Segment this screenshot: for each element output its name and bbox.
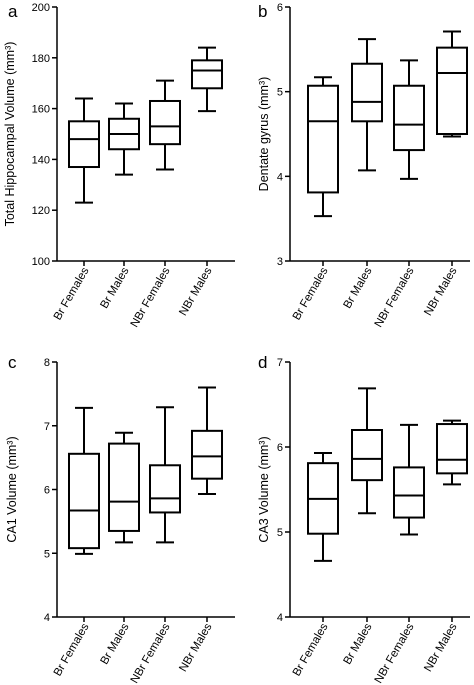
x-category-label: Br Males [342,265,375,311]
box-nbr-males [191,386,223,495]
box-nbr-females [149,79,181,171]
box-iqr [108,442,140,532]
box-nbr-females [393,59,425,180]
y-tick-label: 5 [44,548,50,560]
y-tick-label: 160 [32,104,50,116]
y-axis-title: Dentate gyrus (mm³) [257,77,271,192]
x-category-label: NBr Males [422,265,459,318]
x-category-label: NBr Females [129,265,173,329]
panel-c: c 4 5 6 7 8 CA1 Volume (mm³) Br Females Br Males… [5,353,235,685]
box-nbr-males [436,30,468,138]
x-category-label: Br Males [342,621,375,667]
box-iqr [351,62,383,123]
panel-label: a [8,2,18,21]
x-category-label: Br Females [52,621,92,678]
box-iqr [68,452,100,550]
y-tick-label: 5 [277,87,283,99]
x-category-label: NBr Females [373,621,417,685]
panel-a: a 100 120 140 160 180 200 Total Hippocampal Vol… [3,2,235,330]
y-tick-label: 6 [44,485,50,497]
panel-label: b [258,2,267,21]
box-iqr [307,84,339,194]
box-br-females [307,451,339,562]
x-category-label: Br Males [99,265,132,311]
box-nbr-females [149,406,181,544]
box-iqr [149,99,181,146]
box-iqr [191,59,223,90]
y-tick-label: 6 [277,442,283,454]
x-category-label: NBr Females [129,621,173,685]
box-iqr [436,46,468,135]
box-iqr [68,120,100,169]
box-br-females [307,76,339,218]
x-category-label: Br Females [291,621,331,678]
y-tick-label: 100 [32,256,50,268]
box-iqr [149,464,181,514]
box-br-males [351,387,383,515]
box-br-females [68,406,100,555]
x-category-label: NBr Females [373,265,417,329]
y-tick-label: 7 [44,421,50,433]
y-tick-label: 4 [277,171,283,183]
y-tick-label: 3 [277,256,283,268]
x-category-label: NBr Males [422,621,459,674]
y-tick-label: 6 [277,2,283,14]
y-tick-label: 200 [32,2,50,14]
y-tick-label: 4 [277,612,283,624]
panel-label: c [8,353,17,372]
box-br-females [68,97,100,204]
x-category-label: Br Males [99,621,132,667]
y-axis-title: CA3 Volume (mm³) [257,436,271,542]
y-tick-label: 140 [32,154,50,166]
box-iqr [436,423,468,475]
box-nbr-females [393,423,425,536]
x-category-label: Br Females [52,265,92,322]
y-tick-label: 7 [277,357,283,369]
box-br-males [108,431,140,544]
panel-b: b 3 4 5 6 Dentate gyrus (mm³) Br Females Br Mal… [257,2,470,330]
y-tick-label: 5 [277,527,283,539]
box-nbr-males [191,46,223,113]
y-tick-label: 8 [44,357,50,369]
y-tick-label: 120 [32,205,50,217]
y-axis-title: CA1 Volume (mm³) [5,436,19,542]
x-category-label: NBr Males [177,621,214,674]
box-br-males [351,38,383,172]
box-iqr [393,84,425,152]
box-iqr [191,429,223,480]
box-nbr-males [436,419,468,486]
y-tick-label: 4 [44,612,50,624]
box-iqr [351,429,383,482]
y-tick-label: 180 [32,53,50,65]
panel-label: d [258,353,267,372]
x-category-label: Br Females [291,265,331,322]
box-br-males [108,102,140,176]
box-iqr [393,466,425,519]
x-category-label: NBr Males [177,265,214,318]
y-axis-title: Total Hippocampal Volume (mm³) [3,42,17,227]
